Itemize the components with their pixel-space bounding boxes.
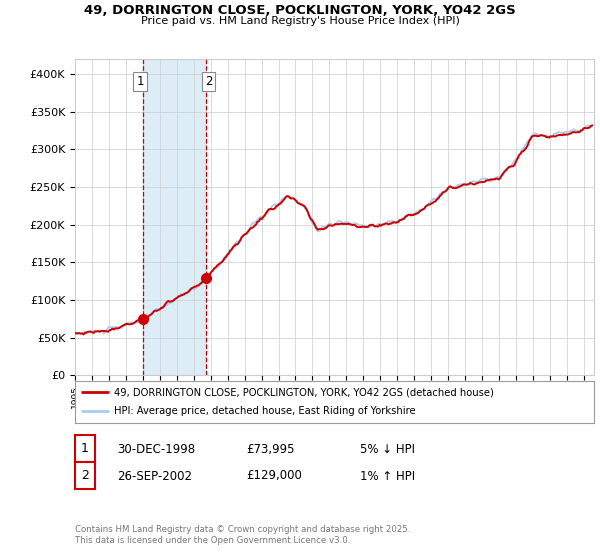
Text: 30-DEC-1998: 30-DEC-1998 — [117, 443, 195, 456]
Text: 1: 1 — [136, 75, 144, 88]
Text: Price paid vs. HM Land Registry's House Price Index (HPI): Price paid vs. HM Land Registry's House … — [140, 16, 460, 26]
Text: 2: 2 — [205, 75, 212, 88]
Text: 26-SEP-2002: 26-SEP-2002 — [117, 469, 192, 483]
Text: 49, DORRINGTON CLOSE, POCKLINGTON, YORK, YO42 2GS: 49, DORRINGTON CLOSE, POCKLINGTON, YORK,… — [84, 4, 516, 17]
Text: 49, DORRINGTON CLOSE, POCKLINGTON, YORK, YO42 2GS (detached house): 49, DORRINGTON CLOSE, POCKLINGTON, YORK,… — [114, 387, 494, 397]
Bar — [143, 59, 206, 375]
Text: 5% ↓ HPI: 5% ↓ HPI — [360, 443, 415, 456]
Text: 1: 1 — [81, 442, 89, 455]
Text: 2: 2 — [81, 469, 89, 482]
Text: 1% ↑ HPI: 1% ↑ HPI — [360, 469, 415, 483]
Text: Contains HM Land Registry data © Crown copyright and database right 2025.
This d: Contains HM Land Registry data © Crown c… — [75, 525, 410, 545]
Text: £129,000: £129,000 — [246, 469, 302, 483]
Text: £73,995: £73,995 — [246, 443, 295, 456]
Text: HPI: Average price, detached house, East Riding of Yorkshire: HPI: Average price, detached house, East… — [114, 407, 416, 417]
